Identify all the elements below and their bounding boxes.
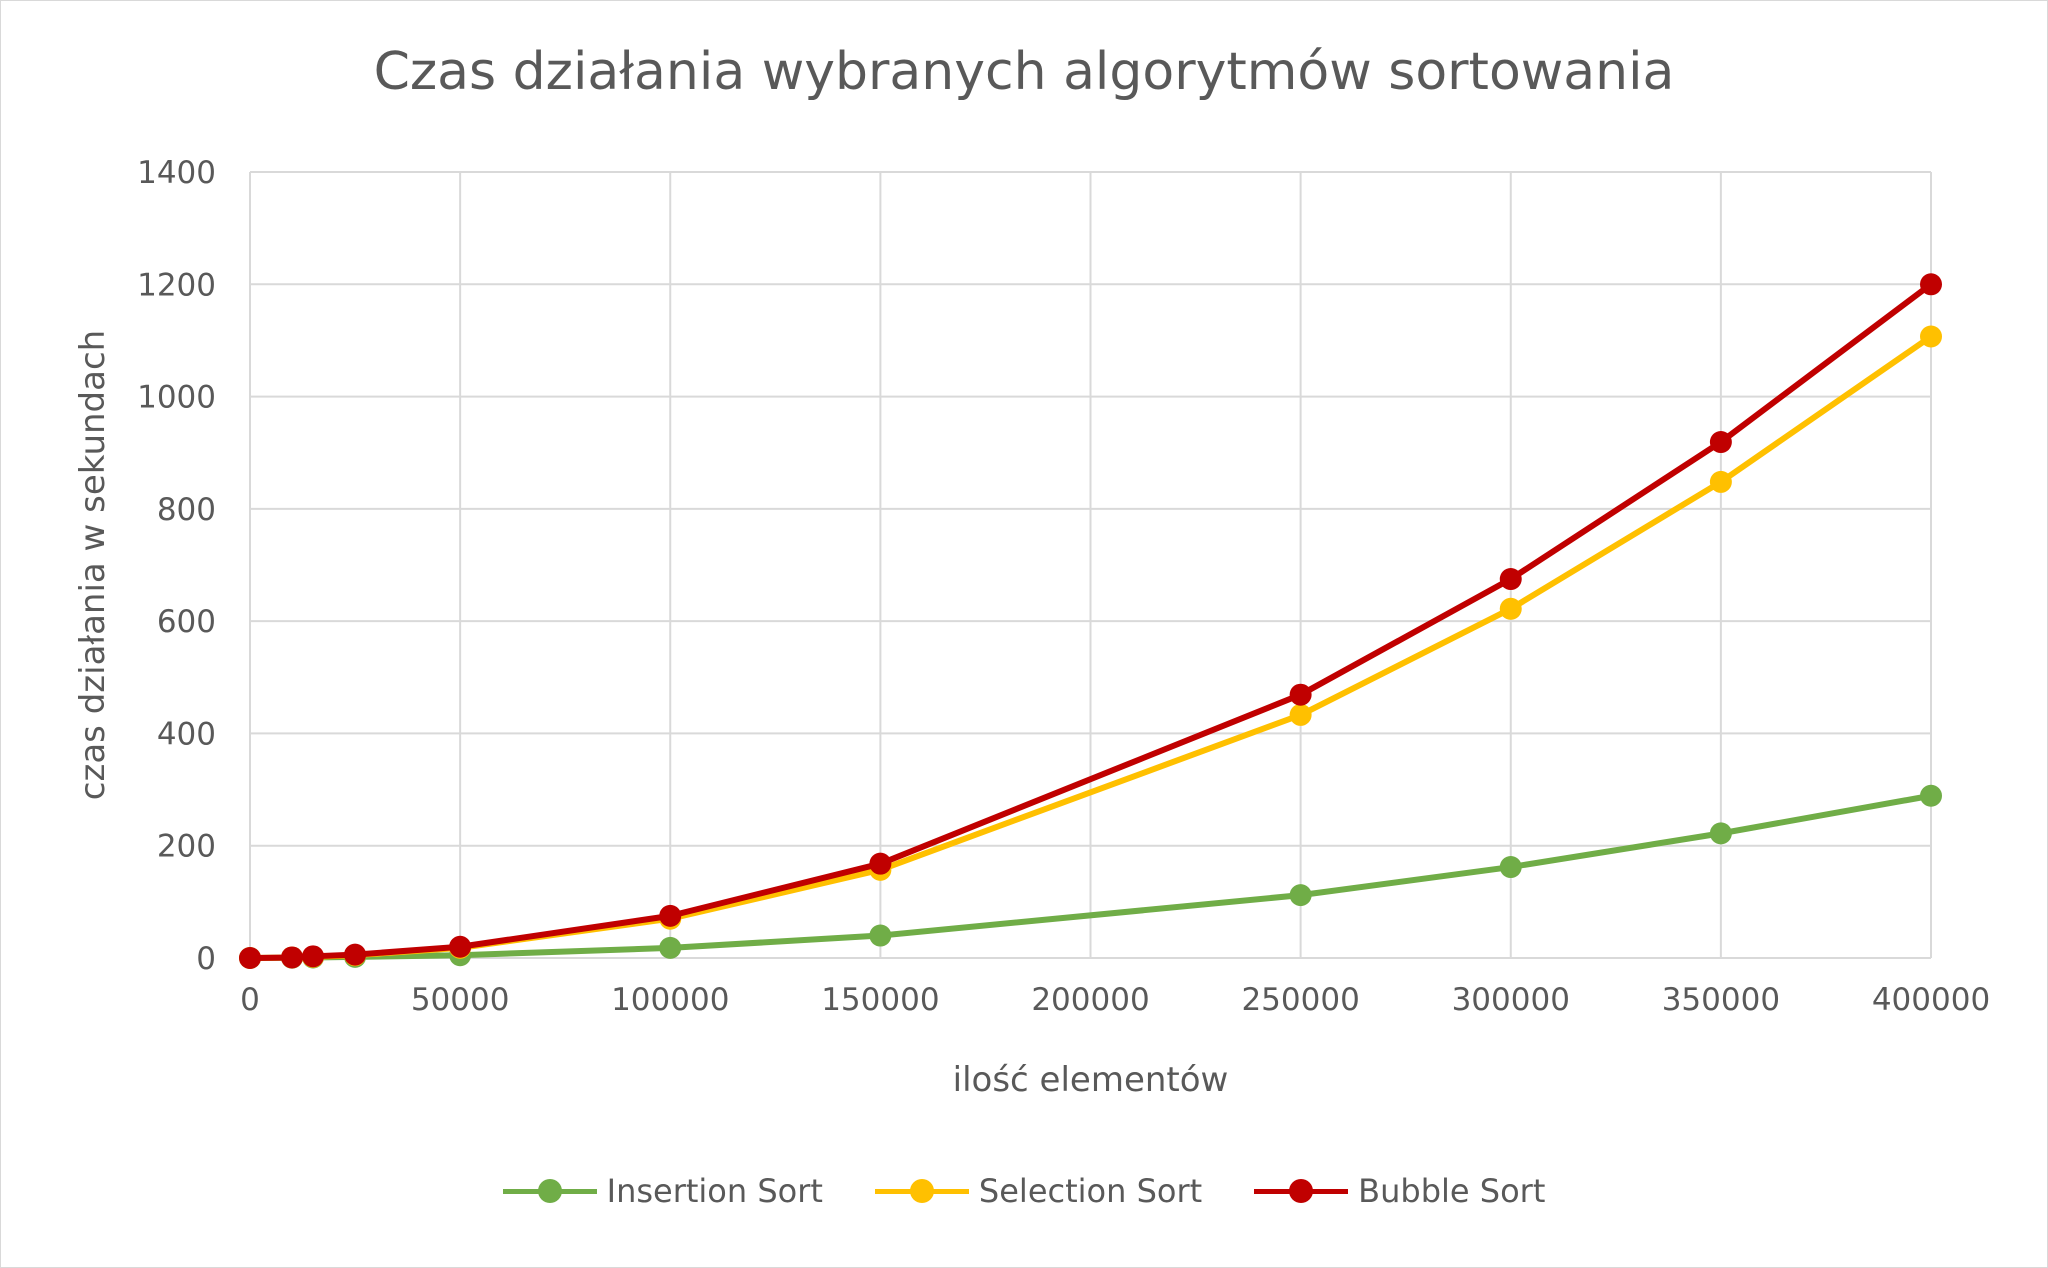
- data-point: [1289, 703, 1312, 726]
- y-tick-label: 1400: [137, 155, 216, 191]
- grid-lines: [249, 171, 1932, 959]
- data-point: [1709, 470, 1732, 493]
- data-point: [1289, 884, 1312, 907]
- series-bubble-sort: [239, 273, 1942, 969]
- legend-label: Selection Sort: [978, 1172, 1203, 1210]
- data-point: [869, 924, 892, 947]
- x-tick-label: 150000: [821, 982, 939, 1018]
- y-tick-label: 0: [196, 941, 216, 977]
- data-point: [1499, 856, 1522, 879]
- y-tick-label: 400: [157, 716, 216, 752]
- x-tick-label: 350000: [1662, 982, 1780, 1018]
- legend-swatch: [502, 1179, 597, 1203]
- y-tick-label: 600: [157, 604, 216, 640]
- legend-item: Insertion Sort: [502, 1172, 823, 1210]
- x-tick-label: 0: [240, 982, 260, 1018]
- data-point: [449, 935, 472, 958]
- data-point: [1920, 784, 1942, 807]
- x-tick-label: 300000: [1452, 982, 1570, 1018]
- series-lines: [239, 273, 1942, 969]
- data-point: [1499, 597, 1522, 620]
- legend-swatch: [874, 1179, 969, 1203]
- x-tick-label: 100000: [611, 982, 729, 1018]
- data-point: [281, 946, 304, 969]
- data-point: [302, 945, 325, 968]
- data-point: [659, 936, 682, 959]
- legend-label: Insertion Sort: [606, 1172, 823, 1210]
- legend-item: Bubble Sort: [1254, 1172, 1545, 1210]
- legend-item: Selection Sort: [874, 1172, 1203, 1210]
- data-point: [1920, 325, 1942, 348]
- data-point: [659, 904, 682, 927]
- data-point: [1499, 568, 1522, 591]
- data-point: [344, 943, 367, 966]
- data-point: [1709, 822, 1732, 845]
- data-point: [1709, 431, 1732, 454]
- data-point: [239, 947, 261, 969]
- y-tick-label: 1200: [137, 267, 216, 303]
- x-tick-labels: 0 50000 100000 150000 200000 250000 300000 3500…: [240, 982, 1990, 1018]
- chart-title: Czas działania wybranych algorytmów sort…: [373, 42, 1675, 102]
- x-tick-label: 400000: [1872, 982, 1990, 1018]
- y-tick-label: 800: [157, 492, 216, 528]
- legend-label: Bubble Sort: [1358, 1172, 1546, 1210]
- legend: Insertion Sort Selection Sort Bubble Sort: [0, 1172, 2048, 1210]
- x-tick-label: 250000: [1241, 982, 1359, 1018]
- legend-swatch: [1254, 1179, 1349, 1203]
- data-point: [1920, 273, 1942, 296]
- y-tick-labels: 0 200 400 600 800 1000 1200 1400: [137, 155, 216, 977]
- y-tick-label: 200: [157, 829, 216, 865]
- x-tick-label: 50000: [411, 982, 510, 1018]
- data-point: [1289, 683, 1312, 706]
- x-tick-label: 200000: [1031, 982, 1149, 1018]
- y-tick-label: 1000: [137, 380, 216, 416]
- data-point: [869, 852, 892, 875]
- x-axis-title: ilość elementów: [953, 1060, 1229, 1100]
- y-axis-title: czas działania w sekundach: [73, 330, 113, 800]
